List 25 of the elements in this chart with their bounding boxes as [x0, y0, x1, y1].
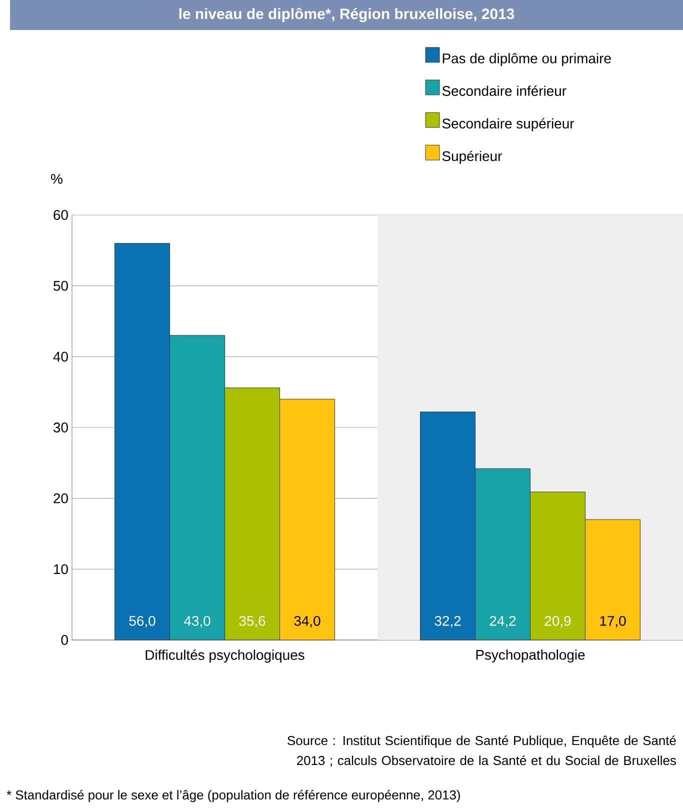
- y-axis-title: %: [51, 174, 62, 184]
- data-label: 24,2: [490, 616, 516, 628]
- data-label: 32,2: [434, 616, 461, 628]
- y-tick-label: 60: [54, 210, 68, 220]
- y-tick-label: 10: [54, 564, 68, 574]
- x-tick-label: Difficultés psychologiques: [146, 650, 304, 663]
- y-tick-label: 40: [53, 352, 68, 362]
- x-tick-label: Psychopathologie: [476, 650, 585, 663]
- y-tick-label: 0: [61, 635, 68, 645]
- source-note: Source : Institut Scientifique de Santé Publique, Enquête de Santé 2013 ; calculs Observatoire de la Santé et du Social de Bruxelles: [288, 736, 676, 767]
- y-tick-label: 30: [54, 422, 68, 432]
- data-label: 34,0: [294, 616, 320, 628]
- data-label: 35,6: [239, 616, 266, 628]
- chart-title: le niveau de diplôme*, Région bruxelloise, 2013: [179, 8, 514, 22]
- legend-label: Secondaire supérieur: [442, 118, 574, 132]
- legend-label: Secondaire inférieur: [442, 86, 566, 96]
- legend-label: Supérieur: [442, 150, 502, 164]
- y-tick-label: 50: [54, 280, 68, 291]
- data-label: 56,0: [129, 616, 156, 628]
- text: * Standardisé pour le sexe et l’âge (population de référence européenne, 2013): [6, 790, 460, 802]
- legend-label: Pas de diplôme ou primaire: [442, 53, 611, 66]
- y-tick-label: 20: [54, 493, 68, 504]
- data-label: 17,0: [600, 616, 626, 628]
- data-label: 20,9: [544, 616, 571, 628]
- data-label: 43,0: [184, 616, 210, 628]
